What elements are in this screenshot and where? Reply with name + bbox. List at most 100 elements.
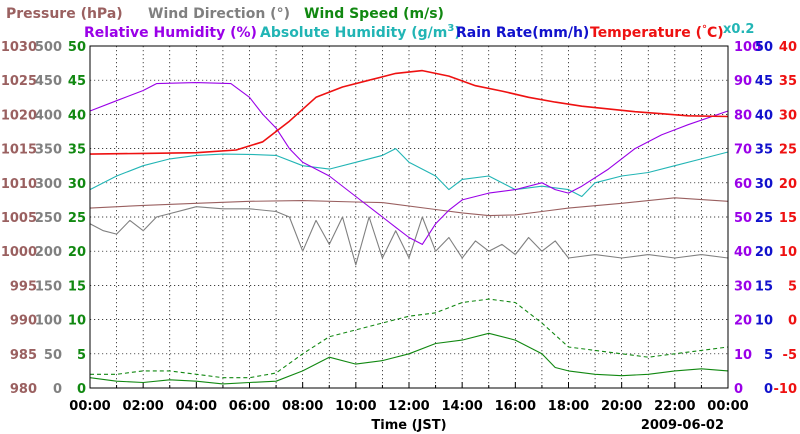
tick-rain-rate: 15	[755, 279, 773, 294]
legend-relative-humidity: Relative Humidity (%)	[84, 25, 257, 41]
tick-relative-humidity: 90	[734, 74, 752, 89]
x-tick-label: 04:00	[176, 399, 217, 414]
tick-wind-direction: 500	[35, 40, 62, 55]
x-tick-label: 22:00	[654, 399, 695, 414]
tick-wind-speed: 5	[77, 348, 86, 363]
legend-absolute-humidity: Absolute Humidity (g/m3)	[260, 23, 461, 41]
series-absolute-humidity	[89, 148, 729, 198]
x-tick-label: 20:00	[601, 399, 642, 414]
tick-wind-direction: 350	[35, 143, 62, 158]
tick-temperature: -5	[783, 348, 797, 363]
tick-rain-rate: 45	[755, 74, 773, 89]
tick-pressure: 1015	[1, 143, 37, 158]
tick-wind-direction: 250	[35, 211, 62, 226]
tick-relative-humidity: 80	[734, 108, 752, 123]
tick-rain-rate: 10	[755, 314, 773, 329]
x-tick-label: 10:00	[335, 399, 376, 414]
legend-temperature-degree: °	[702, 24, 707, 35]
tick-temperature: 10	[779, 245, 797, 260]
tick-temperature: 20	[779, 177, 797, 192]
tick-rain-rate: 20	[755, 245, 773, 260]
tick-wind-speed: 30	[68, 177, 86, 192]
x-tick-label: 14:00	[441, 399, 482, 414]
tick-wind-direction: 100	[35, 314, 62, 329]
tick-pressure: 1005	[1, 211, 37, 226]
legend-abs-scale-note: x0.2	[723, 22, 754, 37]
tick-temperature: 15	[779, 211, 797, 226]
tick-wind-direction: 450	[35, 74, 62, 89]
tick-temperature: 5	[788, 279, 797, 294]
axis-pressure: 1030 1025 1020 1015 1010 1005 1000 995 990 985 980	[1, 40, 37, 397]
tick-wind-speed: 15	[68, 279, 86, 294]
tick-temperature: 30	[779, 108, 797, 123]
legend-wind-speed: Wind Speed (m/s)	[304, 6, 444, 22]
tick-wind-speed: 0	[77, 382, 86, 397]
tick-wind-speed: 35	[68, 143, 86, 158]
series-relative-humidity	[89, 82, 729, 245]
tick-wind-direction: 0	[53, 382, 62, 397]
tick-temperature: 25	[779, 143, 797, 158]
tick-rain-rate: 40	[755, 108, 773, 123]
tick-pressure: 1020	[1, 108, 37, 123]
tick-pressure: 990	[10, 314, 37, 329]
tick-wind-speed: 10	[68, 314, 86, 329]
legend-absolute-humidity-label: Absolute Humidity (g/m	[260, 25, 447, 41]
tick-wind-speed: 40	[68, 108, 86, 123]
tick-pressure: 995	[10, 279, 37, 294]
tick-wind-speed: 20	[68, 245, 86, 260]
tick-rain-rate: 50	[755, 40, 773, 55]
tick-rain-rate: 35	[755, 143, 773, 158]
x-axis-label: Time (JST)	[371, 418, 446, 433]
tick-wind-direction: 200	[35, 245, 62, 260]
legend-temperature: Temperature (°C)	[590, 24, 724, 41]
tick-wind-direction: 150	[35, 279, 62, 294]
plot-grid	[89, 46, 729, 388]
tick-pressure: 980	[10, 382, 37, 397]
x-tick-label: 18:00	[548, 399, 589, 414]
legend-temperature-close: C)	[707, 25, 724, 41]
series-layer	[89, 69, 729, 385]
x-tick-label: 12:00	[388, 399, 429, 414]
axis-temperature: 40 35 30 25 20 15 10 5 0 -5 -10	[774, 40, 798, 397]
axis-time: 00:00 02:00 04:00 06:00 08:00 10:00 12:00 14:00…	[69, 399, 748, 414]
tick-temperature: -10	[774, 382, 798, 397]
series-wind-direction	[89, 206, 729, 266]
series-temperature	[89, 69, 729, 155]
tick-pressure: 1000	[1, 245, 37, 260]
tick-wind-speed: 50	[68, 40, 86, 55]
tick-pressure: 1010	[1, 177, 37, 192]
tick-relative-humidity: 0	[734, 382, 743, 397]
tick-rain-rate: 5	[764, 348, 773, 363]
series-wind-gust	[90, 298, 729, 379]
tick-pressure: 985	[10, 348, 37, 363]
tick-relative-humidity: 40	[734, 245, 752, 260]
x-tick-label: 00:00	[69, 399, 110, 414]
tick-relative-humidity: 20	[734, 314, 752, 329]
tick-rain-rate: 0	[764, 382, 773, 397]
tick-rain-rate: 30	[755, 177, 773, 192]
legend-wind-direction: Wind Direction (°)	[148, 6, 290, 22]
tick-relative-humidity: 10	[734, 348, 752, 363]
x-tick-label: 16:00	[495, 399, 536, 414]
tick-relative-humidity: 60	[734, 177, 752, 192]
x-tick-label: 06:00	[229, 399, 270, 414]
legend-rain-rate: Rain Rate(mm/h)	[456, 25, 589, 41]
x-tick-label: 00:00	[707, 399, 748, 414]
tick-relative-humidity: 50	[734, 211, 752, 226]
x-tick-label: 08:00	[282, 399, 323, 414]
series-pressure	[89, 197, 729, 217]
tick-wind-direction: 300	[35, 177, 62, 192]
tick-wind-speed: 45	[68, 74, 86, 89]
tick-relative-humidity: 30	[734, 279, 752, 294]
legend-temperature-label: Temperature (	[590, 25, 702, 41]
date-label: 2009-06-02	[641, 418, 724, 433]
tick-relative-humidity: 70	[734, 143, 752, 158]
tick-relative-humidity: 100	[734, 40, 761, 55]
tick-pressure: 1030	[1, 40, 37, 55]
legend-absolute-humidity-superscript: 3	[447, 23, 454, 34]
series-wind-speed	[89, 332, 729, 385]
tick-rain-rate: 25	[755, 211, 773, 226]
